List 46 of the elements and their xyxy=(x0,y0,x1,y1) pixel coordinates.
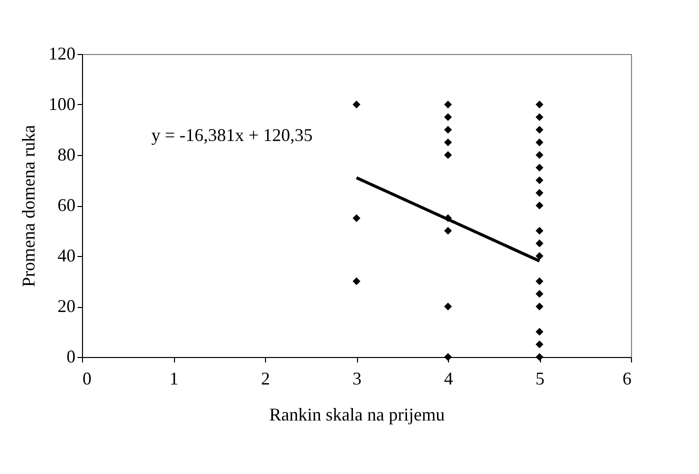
point xyxy=(536,202,544,210)
x-tick-label: 1 xyxy=(170,368,178,388)
point xyxy=(536,302,544,310)
x-tick-label: 6 xyxy=(622,368,632,388)
y-tick-label: 80 xyxy=(58,144,76,164)
point xyxy=(536,189,544,197)
y-tick-label: 0 xyxy=(66,346,76,366)
point xyxy=(536,277,544,286)
point xyxy=(444,226,452,235)
point xyxy=(444,126,452,134)
x-tick-label: 2 xyxy=(261,368,270,388)
point xyxy=(352,214,360,222)
point xyxy=(536,240,544,248)
point xyxy=(536,353,544,361)
x-tick-label: 3 xyxy=(352,368,362,388)
point xyxy=(536,290,544,298)
y-tick-label: 40 xyxy=(58,246,76,266)
y-tick-label: 100 xyxy=(48,94,76,114)
point xyxy=(444,113,452,121)
point xyxy=(444,100,452,108)
point xyxy=(352,277,360,286)
point xyxy=(536,340,544,348)
x-tick-label: 4 xyxy=(444,368,453,388)
point xyxy=(536,164,544,172)
y-tick-label: 120 xyxy=(48,44,76,64)
point xyxy=(444,151,452,159)
x-tick-label: 5 xyxy=(536,368,544,388)
y-axis-title: Promena domena ruka xyxy=(18,125,38,287)
point xyxy=(444,138,452,146)
point xyxy=(536,100,544,108)
point xyxy=(444,302,452,310)
point xyxy=(536,138,544,146)
point xyxy=(536,252,544,260)
point xyxy=(536,328,544,336)
annotation: y = -16,381x + 120,35 xyxy=(151,125,313,145)
point xyxy=(352,100,360,108)
point xyxy=(536,226,544,235)
point xyxy=(536,113,544,121)
point xyxy=(444,353,452,361)
point xyxy=(536,126,544,134)
x-axis-title: Rankin skala na prijemu xyxy=(269,404,445,424)
y-tick-label: 20 xyxy=(58,296,76,316)
point xyxy=(536,151,544,159)
point xyxy=(536,176,544,184)
y-tick-label: 60 xyxy=(58,195,76,215)
x-tick-label: 0 xyxy=(82,368,92,388)
